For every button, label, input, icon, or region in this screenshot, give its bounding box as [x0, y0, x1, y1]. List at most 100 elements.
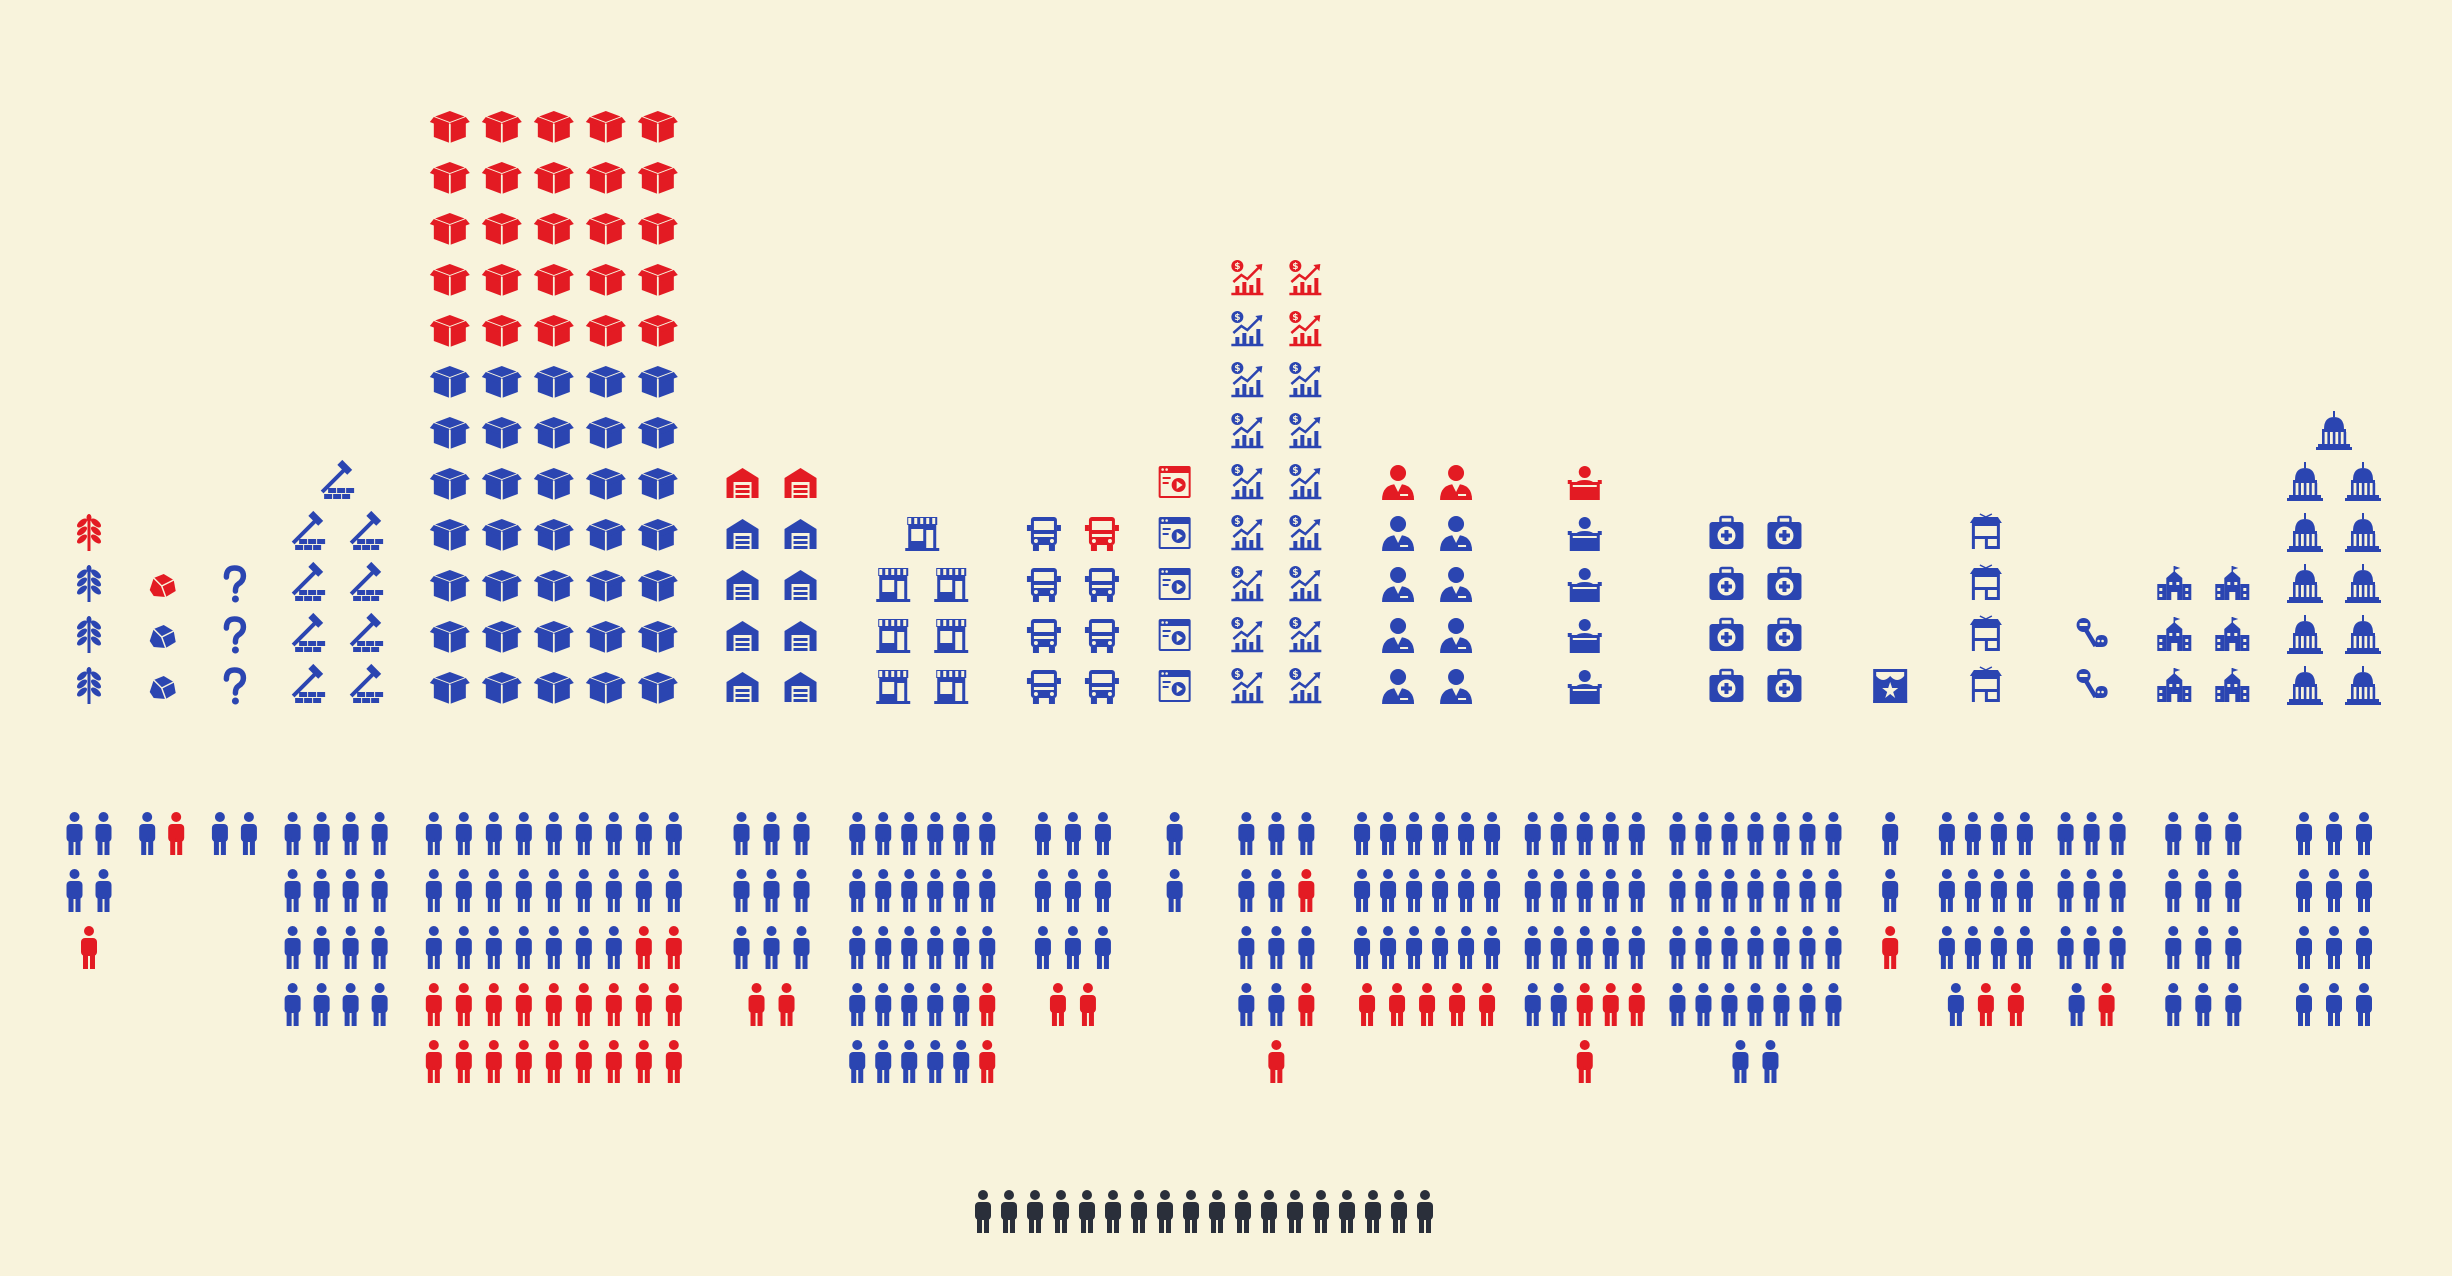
person-icon: [1964, 812, 1981, 855]
government-icon: [2287, 666, 2323, 705]
sector-finance: $ $ $ $ $ $ $ $ $ $ $ $ $ $ $ $ $ $: [1231, 260, 1322, 1083]
person-icon: [1166, 812, 1183, 855]
person-icon: [575, 983, 592, 1026]
svg-text:$: $: [1292, 670, 1298, 680]
person-icon: [1419, 983, 1436, 1026]
person-icon: [1268, 869, 1285, 912]
person-icon: [1977, 983, 1994, 1026]
box-icon: [637, 621, 678, 653]
construction-icon: [291, 510, 326, 550]
box-icon: [585, 213, 626, 245]
person-icon: [1268, 983, 1285, 1026]
svg-text:$: $: [1234, 619, 1240, 629]
person-icon: [2356, 812, 2372, 855]
person-icon: [2296, 869, 2312, 912]
store-icon: [876, 568, 911, 602]
finance-icon: $: [1231, 464, 1264, 500]
construction-icon: [291, 663, 326, 703]
person-icon: [763, 812, 780, 855]
person-icon: [2296, 926, 2312, 969]
person-icon: [455, 812, 472, 855]
person-icon: [1261, 1190, 1277, 1233]
person-icon: [1406, 812, 1423, 855]
government-icon: [2345, 462, 2381, 501]
wheat-icon: [77, 565, 101, 602]
person-icon: [425, 1040, 442, 1083]
sector-media: [1158, 466, 1191, 912]
person-icon: [545, 926, 562, 969]
finance-icon: $: [1231, 668, 1264, 704]
store-icon: [934, 619, 969, 653]
person-icon: [1669, 926, 1686, 969]
person-icon: [927, 926, 944, 969]
sector-box: [425, 111, 682, 1083]
person-icon: [635, 983, 652, 1026]
box-icon: [533, 417, 574, 449]
health-icon: [1709, 566, 1744, 600]
person-icon: [1773, 812, 1790, 855]
restaurant-icon: [1969, 666, 2002, 702]
person-icon: [1287, 1190, 1303, 1233]
sector-warehouse: [726, 468, 817, 1026]
box-icon: [429, 519, 470, 551]
person-icon: [1354, 926, 1371, 969]
person-icon: [1602, 869, 1619, 912]
person-icon: [733, 812, 750, 855]
person-icon: [1417, 1190, 1433, 1233]
box-icon: [429, 162, 470, 194]
person-icon: [1773, 869, 1790, 912]
finance-icon: $: [1231, 617, 1264, 653]
construction-icon: [291, 561, 326, 601]
sector-truck: [1026, 517, 1119, 1026]
box-icon: [429, 111, 470, 143]
truck-icon: [1026, 517, 1061, 551]
person-icon: [2296, 983, 2312, 1026]
school-icon: [2157, 617, 2192, 651]
person-icon: [1094, 926, 1111, 969]
svg-text:$: $: [1292, 313, 1298, 323]
truck-icon: [1026, 568, 1061, 602]
person-icon: [455, 926, 472, 969]
school-icon: [2157, 566, 2192, 600]
box-icon: [585, 264, 626, 296]
person-icon: [1157, 1190, 1173, 1233]
person-icon: [953, 1040, 970, 1083]
person-icon: [665, 1040, 682, 1083]
box-icon: [637, 111, 678, 143]
person-icon: [1773, 983, 1790, 1026]
person-icon: [953, 983, 970, 1026]
person-icon: [545, 812, 562, 855]
person-icon: [1990, 812, 2007, 855]
box-icon: [637, 468, 678, 500]
person-icon: [1721, 983, 1738, 1026]
person-icon: [1458, 869, 1475, 912]
box-icon: [533, 366, 574, 398]
person-icon: [2165, 926, 2182, 969]
person-icon: [635, 812, 652, 855]
education-icon: [1567, 568, 1602, 602]
box-icon: [585, 672, 626, 704]
person-icon: [2083, 812, 2100, 855]
person-icon: [901, 812, 918, 855]
person-icon: [1825, 812, 1842, 855]
svg-text:$: $: [1234, 517, 1240, 527]
finance-icon: $: [1231, 413, 1264, 449]
svg-text:$: $: [1234, 262, 1240, 272]
store-icon: [934, 568, 969, 602]
box-icon: [429, 264, 470, 296]
services-icon: [2076, 669, 2108, 698]
sector-school: [2157, 566, 2250, 1026]
person-icon: [455, 983, 472, 1026]
person-icon: [1576, 926, 1593, 969]
person-icon: [1209, 1190, 1225, 1233]
person-icon: [139, 812, 156, 855]
box-icon: [637, 519, 678, 551]
question-icon: [223, 616, 247, 654]
person-icon: [425, 812, 442, 855]
school-icon: [2215, 668, 2250, 702]
box-icon: [637, 264, 678, 296]
person-icon: [1550, 983, 1567, 1026]
truck-icon: [1026, 670, 1061, 704]
person-icon: [545, 1040, 562, 1083]
person-icon: [1235, 1190, 1251, 1233]
